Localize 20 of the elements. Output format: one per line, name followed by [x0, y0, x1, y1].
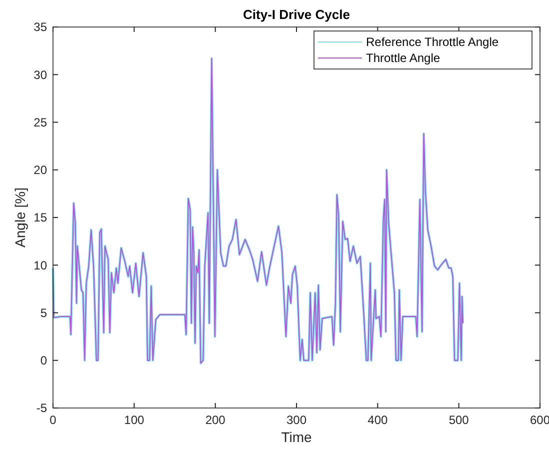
x-tick-label: 200 [205, 413, 226, 427]
x-tick-label: 300 [286, 413, 307, 427]
y-tick-label: 5 [40, 306, 48, 320]
x-axis-title: Time [281, 429, 312, 445]
y-tick-label: 25 [34, 115, 48, 130]
y-tick-label: 20 [34, 163, 48, 178]
y-tick-label: 10 [34, 258, 48, 272]
x-tick-label: 400 [368, 413, 388, 427]
y-tick-label: -5 [36, 401, 48, 416]
y-tick-label: 35 [34, 20, 48, 34]
y-axis-title: Angle [%] [12, 188, 28, 248]
y-tick-label: 0 [40, 354, 48, 368]
legend-label: Throttle Angle [366, 51, 440, 66]
legend-label: Reference Throttle Angle [366, 35, 499, 50]
x-tick-label: 500 [448, 413, 470, 427]
y-tick-label: 15 [34, 210, 48, 225]
y-tick-label: 30 [34, 68, 48, 82]
x-tick-label: 0 [50, 413, 57, 427]
chart-title: City-I Drive Cycle [243, 7, 350, 22]
x-tick-label: 100 [124, 413, 144, 427]
